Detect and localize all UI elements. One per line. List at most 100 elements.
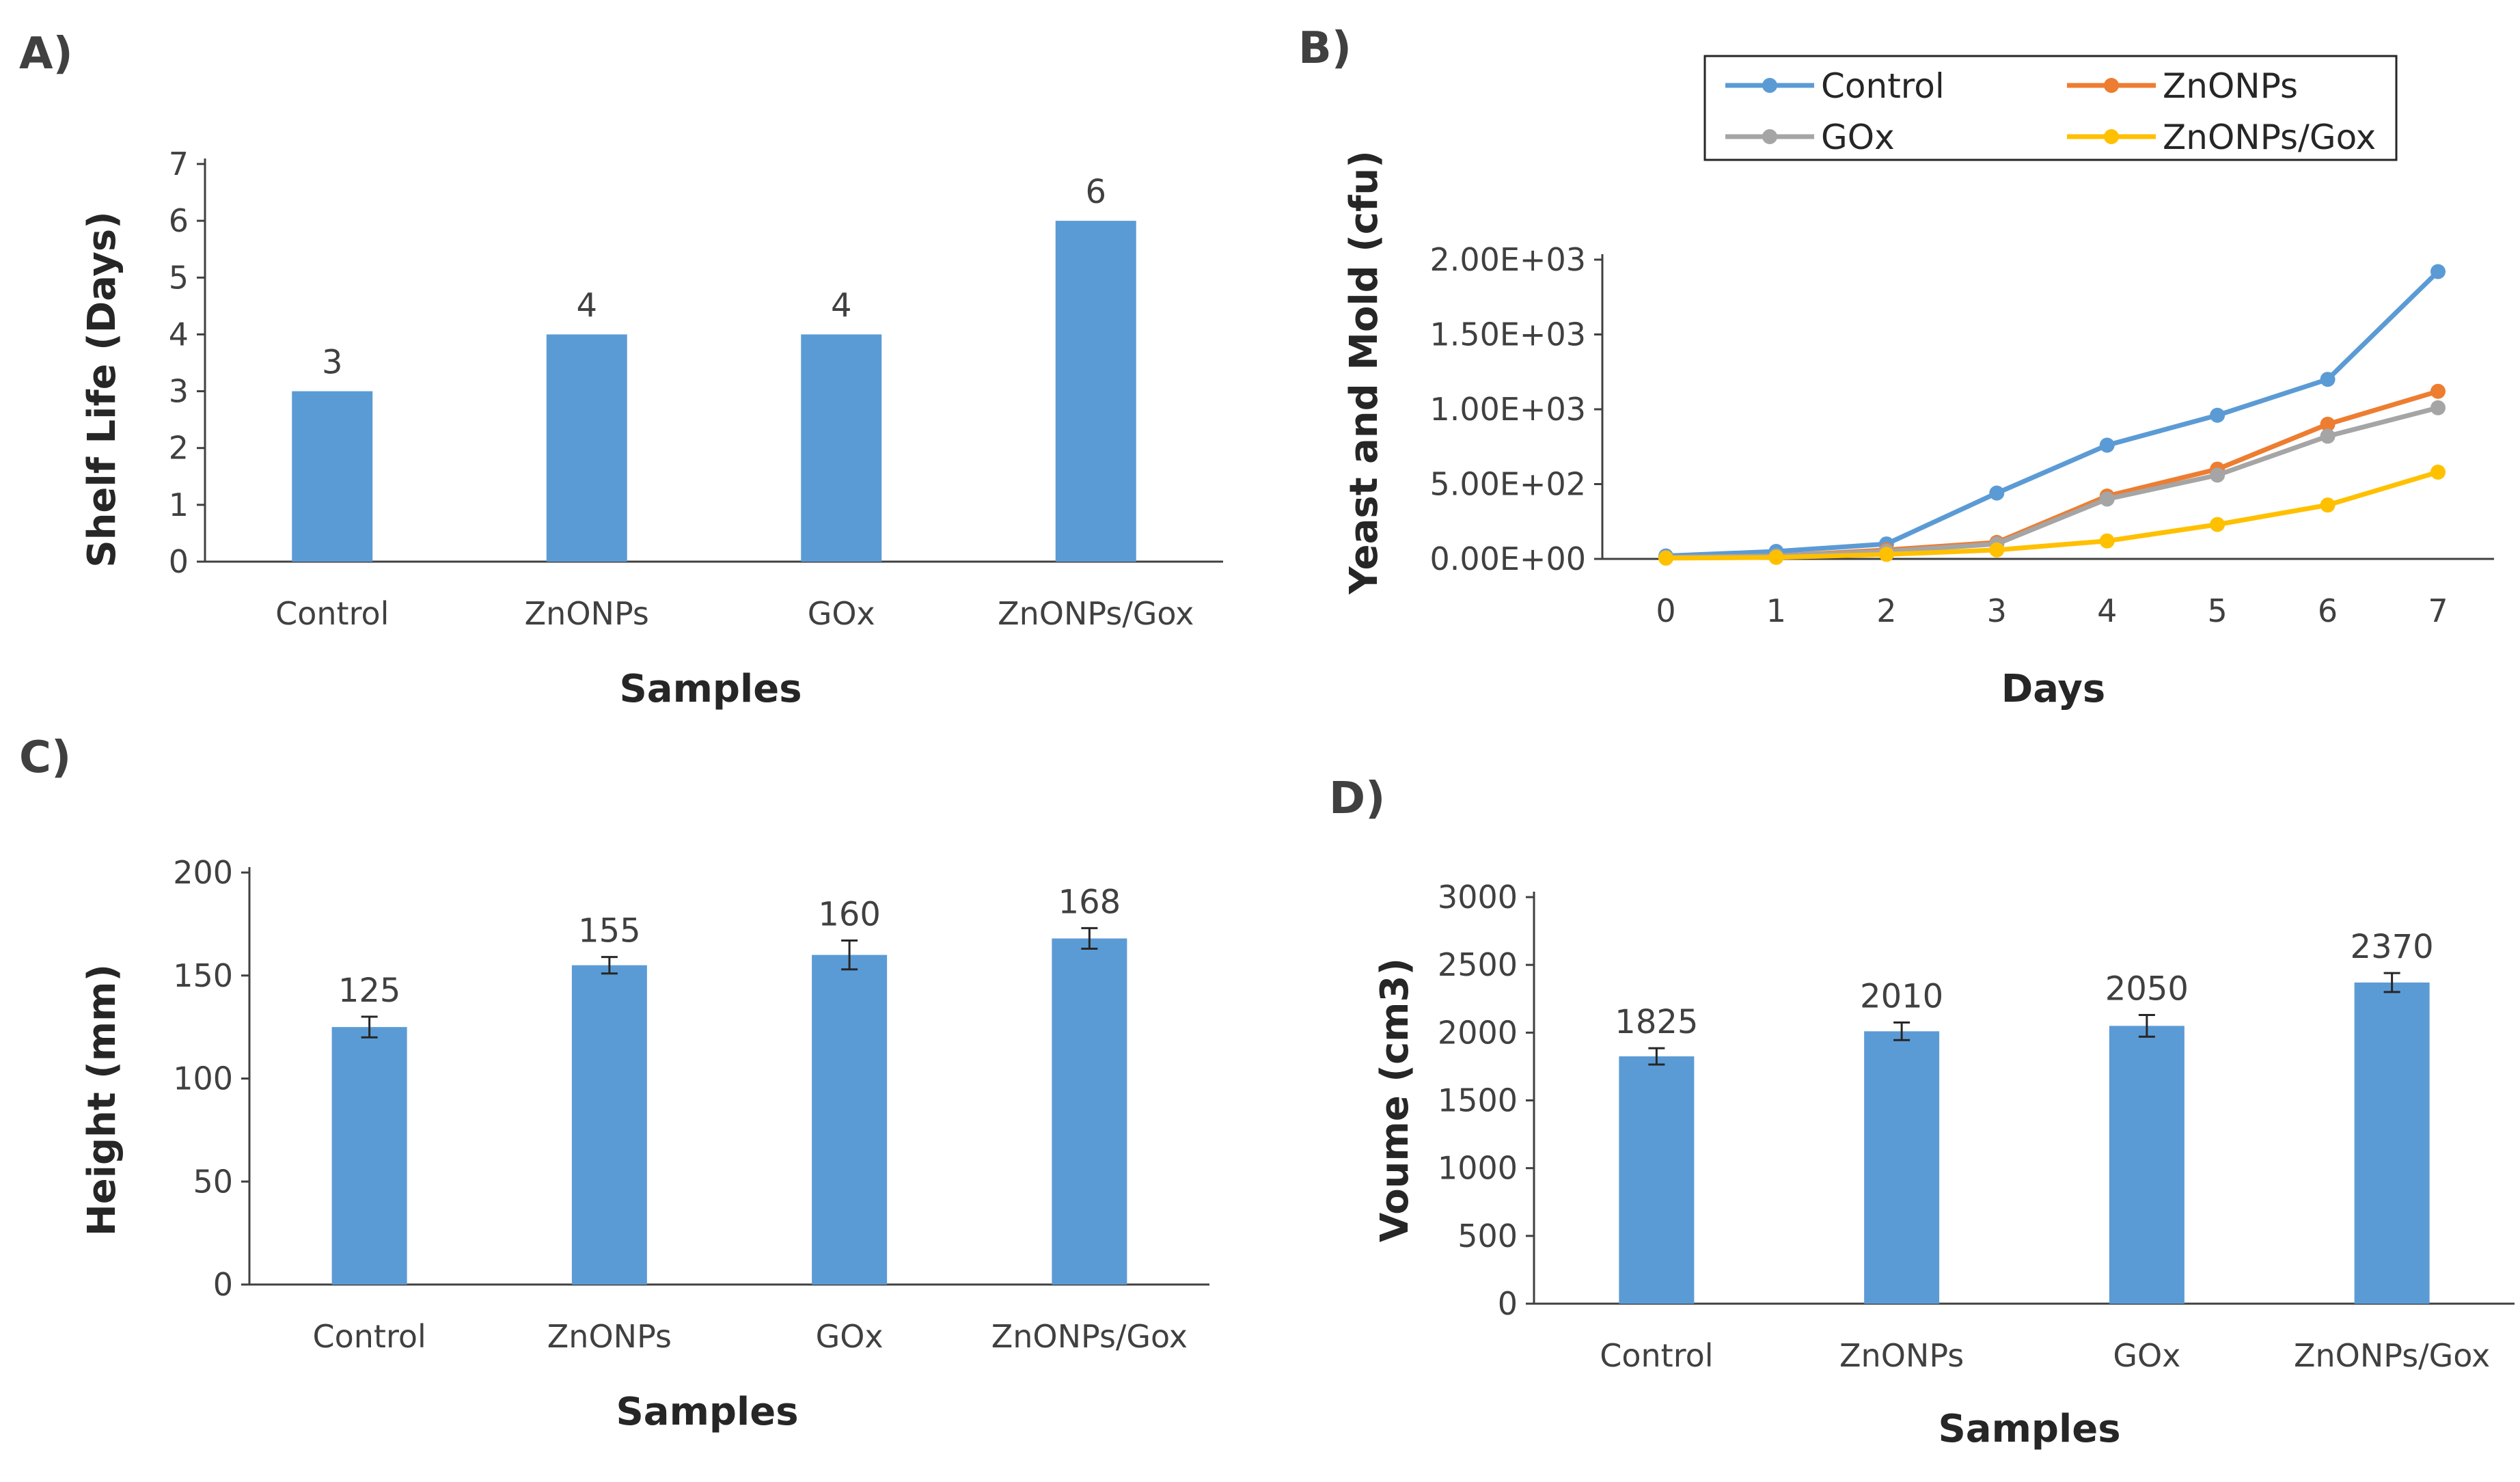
panel-c-y-axis-title: Height (mm)	[80, 964, 124, 1236]
panel-b-point-znonps	[2320, 416, 2336, 432]
panel-d-y-tick-label: 1000	[1438, 1150, 1518, 1187]
panel-b-point-control	[2099, 437, 2115, 453]
panel-a-bar-znonps-gox	[1055, 221, 1136, 562]
panel-c-y-tick-label: 200	[173, 854, 233, 891]
panel-a-data-label-control: 3	[322, 344, 343, 382]
panel-d-data-label-control: 1825	[1615, 1003, 1698, 1041]
panel-c-label: C)	[19, 732, 71, 783]
panel-b-point-control	[2210, 407, 2225, 423]
panel-c-x-tick-label-znonps-gox: ZnONPs/Gox	[991, 1318, 1188, 1355]
panel-b-line-chart: B) Yeast and Mold (cfu) Days 0.00E+00 5.0…	[1298, 23, 2494, 711]
panel-b-legend-label-znonps-gox: ZnONPs/Gox	[2163, 118, 2376, 157]
panel-b-point-znonps-gox	[1989, 542, 2005, 558]
panel-b-point-znonps-gox	[2099, 533, 2115, 549]
panel-d-x-tick-label-znonps: ZnONPs	[1839, 1337, 1964, 1374]
panel-b-point-gox	[2430, 400, 2446, 415]
panel-d-data-label-znonps-gox: 2370	[2351, 928, 2434, 966]
panel-b-point-control	[1989, 485, 2005, 501]
panel-c-x-tick-label-gox: GOx	[816, 1318, 884, 1355]
panel-d-x-tick-label-gox: GOx	[2113, 1337, 2180, 1374]
panel-c-data-label-control: 125	[338, 972, 401, 1010]
panel-a-y-tick-label: 4	[169, 316, 189, 353]
panel-b-series-line-znonps-gox	[1665, 469, 2439, 561]
panel-c-bar-znonps-gox	[1052, 938, 1127, 1285]
panel-a-label: A)	[19, 29, 73, 79]
panel-a-data-label-gox: 4	[831, 286, 852, 325]
panel-b-y-tick-label: 0.00E+00	[1429, 540, 1586, 577]
panel-a-y-tick-label: 2	[169, 430, 189, 467]
panel-b-y-tick-label: 1.00E+03	[1429, 391, 1586, 428]
panel-b-series-line-znonps	[1665, 389, 2439, 560]
panel-d-bar-control	[1619, 1056, 1695, 1304]
panel-d-y-tick-label: 1500	[1438, 1082, 1518, 1119]
panel-b-legend-label-control: Control	[1821, 66, 1945, 106]
panel-d-y-axis-title: Voume (cm3)	[1373, 958, 1417, 1242]
panel-a-bar-znonps	[546, 334, 627, 562]
panel-c-y-tick-label: 50	[193, 1163, 233, 1200]
panel-c-y-tick-label: 0	[213, 1266, 233, 1303]
panel-a-y-tick-label: 6	[169, 202, 189, 239]
panel-b-legend-marker-znonps-gox	[2104, 129, 2119, 144]
panel-b-legend-marker-znonps	[2104, 78, 2119, 93]
panel-d-label: D)	[1329, 773, 1385, 824]
panel-b-legend-marker-gox	[1762, 129, 1777, 144]
panel-b-x-tick-label: 1	[1766, 592, 1786, 629]
panel-a-x-axis-title: Samples	[619, 667, 802, 711]
panel-d-x-tick-label-control: Control	[1600, 1337, 1713, 1374]
panel-a-x-tick-label-gox: GOx	[808, 595, 875, 632]
panel-c-x-tick-label-control: Control	[312, 1318, 426, 1355]
panel-d-y-tick-label: 3000	[1438, 879, 1518, 916]
panel-b-x-tick-label: 6	[2318, 592, 2338, 629]
panel-d-bar-gox	[2109, 1026, 2185, 1304]
panel-b-y-tick-label: 5.00E+02	[1429, 466, 1586, 503]
panel-a-x-tick-label-control: Control	[275, 595, 389, 632]
panel-c-bar-control	[331, 1027, 407, 1285]
panel-b-y-tick-label: 2.00E+03	[1429, 241, 1586, 278]
panel-b-point-znonps-gox	[2430, 464, 2446, 480]
panel-c-x-tick-label-znonps: ZnONPs	[547, 1318, 672, 1355]
panel-c-bar-chart: C) Height (mm) Samples 0 50 100 150 200 125 Co…	[19, 732, 1209, 1434]
panel-b-x-tick-label: 5	[2208, 592, 2228, 629]
panel-d-bar-znonps-gox	[2354, 982, 2430, 1304]
panel-b-legend-label-gox: GOx	[1821, 118, 1895, 157]
panel-b-x-tick-label: 0	[1656, 592, 1675, 629]
panel-b-point-gox	[2320, 428, 2336, 444]
panel-b-point-znonps-gox	[1658, 550, 1673, 566]
panel-b-point-gox	[2210, 467, 2225, 483]
panel-b-x-tick-label: 3	[1987, 592, 2007, 629]
panel-b-point-znonps	[2430, 383, 2446, 399]
panel-c-data-label-gox: 160	[818, 895, 881, 933]
panel-b-x-axis-title: Days	[2001, 667, 2105, 711]
panel-b-legend-box	[1703, 55, 2398, 161]
panel-c-y-tick-label: 100	[173, 1060, 233, 1097]
panel-a-bar-control	[292, 391, 373, 562]
panel-b-point-control	[2320, 372, 2336, 387]
panel-b-point-znonps-gox	[1768, 549, 1784, 565]
panel-b-series-line-gox	[1665, 405, 2439, 560]
panel-c-bar-gox	[812, 955, 888, 1285]
panel-b-x-tick-label: 4	[2097, 592, 2117, 629]
panel-b-label: B)	[1298, 23, 1352, 74]
panel-a-bar-gox	[801, 334, 882, 562]
panel-b-point-znonps-gox	[2210, 517, 2225, 532]
panel-b-legend-marker-control	[1762, 78, 1777, 93]
panel-d-bar-chart: D) Voume (cm3) Samples 0 500 1000 1500 2000 2…	[1329, 773, 2515, 1451]
panel-c-data-label-znonps-gox: 168	[1058, 883, 1121, 921]
panel-d-y-tick-label: 2000	[1438, 1014, 1518, 1051]
panel-b-x-tick-label: 2	[1876, 592, 1896, 629]
panel-d-x-axis-title: Samples	[1938, 1407, 2120, 1451]
panel-b-x-tick-label: 7	[2428, 592, 2448, 629]
panel-c-y-tick-label: 150	[173, 957, 233, 994]
panel-d-y-tick-label: 500	[1457, 1218, 1518, 1254]
panel-d-data-label-gox: 2050	[2105, 970, 2189, 1008]
panel-a-x-tick-label-znonps: ZnONPs	[525, 595, 649, 632]
panel-b-point-gox	[2099, 491, 2115, 507]
panel-b-point-znonps-gox	[1878, 547, 1894, 562]
panel-a-data-label-znonps-gox: 6	[1085, 173, 1106, 211]
panel-a-y-axis-title: Shelf Life (Days)	[80, 211, 124, 568]
panel-a-y-tick-label: 1	[169, 486, 189, 523]
panel-b-y-axis-title: Yeast and Mold (cfu)	[1342, 150, 1386, 595]
panel-b-y-tick-label: 1.50E+03	[1429, 316, 1586, 353]
panel-d-y-tick-label: 0	[1498, 1285, 1518, 1322]
panel-a-y-tick-label: 3	[169, 373, 189, 410]
